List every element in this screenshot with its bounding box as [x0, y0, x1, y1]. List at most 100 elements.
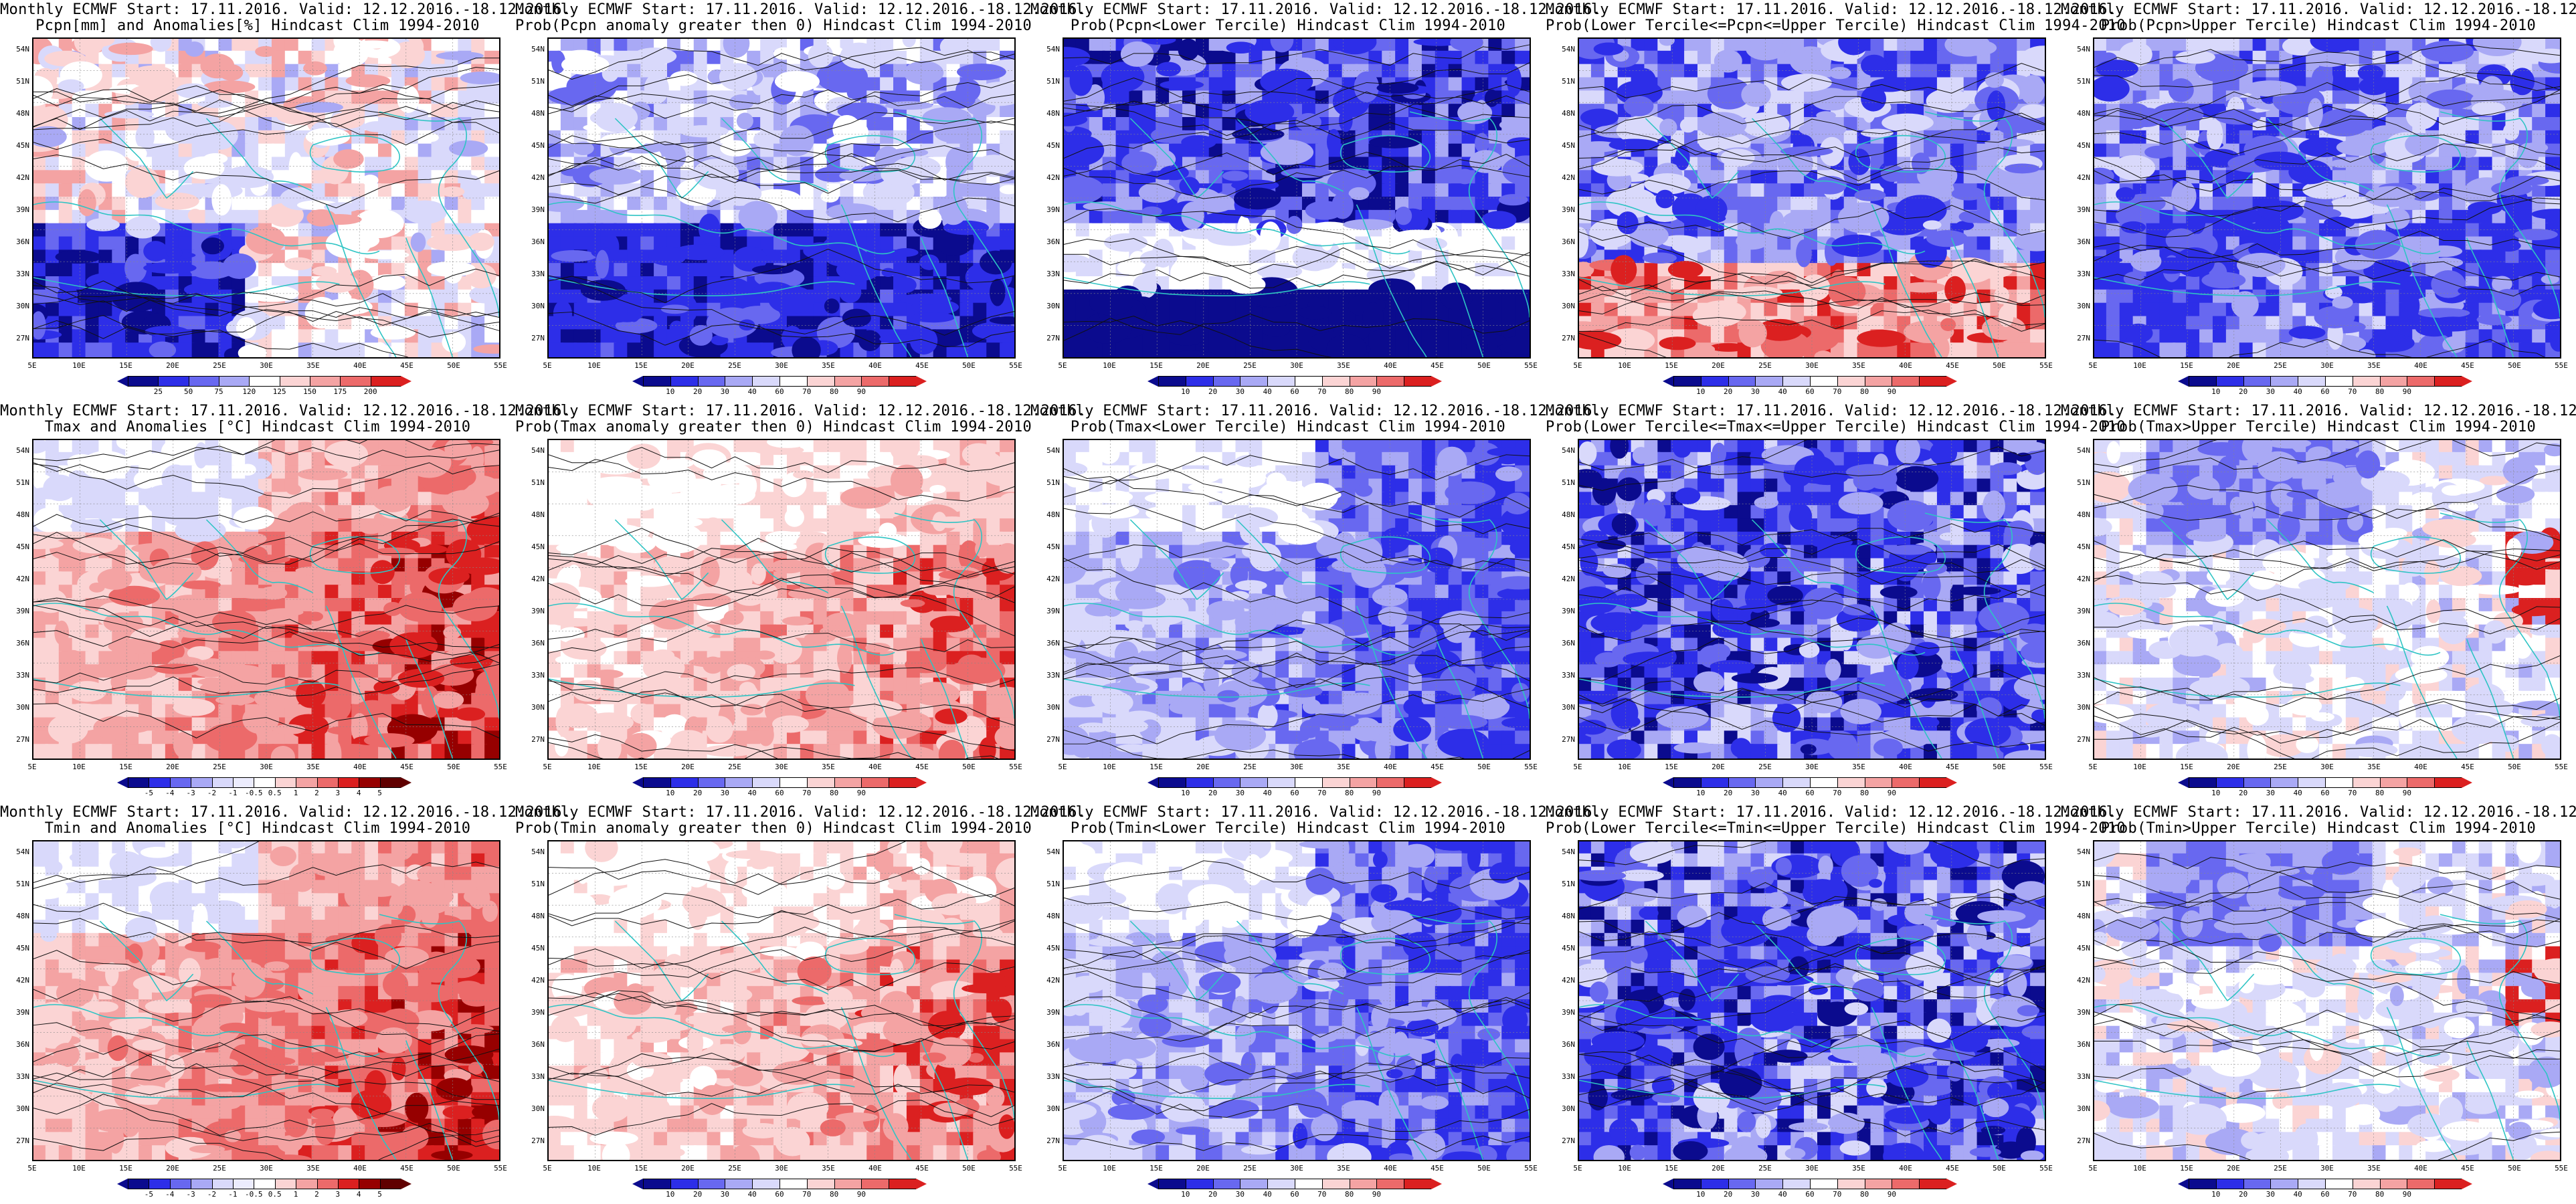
longitude-label: 10E — [1618, 763, 1631, 771]
colorbar-swatch — [1376, 1179, 1404, 1189]
colorbar-swatch — [697, 1179, 725, 1189]
map-field — [1064, 39, 1530, 357]
longitude-label: 35E — [2367, 1164, 2381, 1173]
colorbar-swatch — [1782, 1179, 1810, 1189]
map-field — [33, 39, 499, 357]
colorbar-tick-label: 90 — [1372, 387, 1382, 396]
latitude-label: 39N — [1562, 205, 1575, 214]
latitude-label: 45N — [1562, 141, 1575, 150]
longitude-label: 50E — [1477, 763, 1491, 771]
map-panel: Monthly ECMWF Start: 17.11.2016. Valid: … — [1030, 401, 1601, 803]
colorbar-max-arrow — [2461, 1179, 2472, 1189]
map-panel: Monthly ECMWF Start: 17.11.2016. Valid: … — [0, 803, 571, 1204]
colorbar-swatch — [1673, 777, 1701, 788]
longitude-label: 30E — [2320, 361, 2334, 370]
latitude-label: 39N — [1046, 1008, 1060, 1017]
colorbar-tick-label: 80 — [2375, 387, 2385, 396]
longitude-label: 10E — [587, 361, 601, 370]
latitude-label: 51N — [1562, 77, 1575, 86]
longitude-label: 25E — [1243, 1164, 1257, 1173]
longitude-label: 55E — [1524, 1164, 1538, 1173]
longitude-label: 10E — [2133, 361, 2146, 370]
longitude-label: 45E — [915, 361, 929, 370]
panel-title-line1: Monthly ECMWF Start: 17.11.2016. Valid: … — [1546, 804, 2117, 821]
colorbar-max-arrow — [1431, 376, 1442, 387]
latitude-label: 45N — [1046, 542, 1060, 551]
colorbar-swatch — [806, 1179, 834, 1189]
colorbar-min-arrow — [632, 1179, 643, 1189]
colorbar-swatch — [1864, 1179, 1892, 1189]
colorbar-swatch — [752, 1179, 779, 1189]
colorbar-tick-label: 20 — [1723, 1190, 1733, 1199]
longitude-label: 25E — [728, 1164, 741, 1173]
map-field — [1064, 440, 1530, 759]
colorbar-swatch — [2434, 376, 2462, 387]
colorbar-tick-label: 90 — [2402, 1190, 2412, 1199]
latitude-label: 27N — [16, 334, 29, 342]
colorbar-tick-label: 60 — [775, 1190, 784, 1199]
colorbar-swatch — [379, 1179, 401, 1189]
map-panel: Monthly ECMWF Start: 17.11.2016. Valid: … — [0, 401, 571, 803]
colorbar-tick-label: 60 — [1805, 387, 1815, 396]
map-field — [1064, 841, 1530, 1160]
colorbar-tick-label: -2 — [207, 1190, 217, 1199]
colorbar-swatch — [2298, 376, 2325, 387]
latitude-label: 54N — [1562, 45, 1575, 54]
panel-title-line2: Prob(Pcpn anomaly greater then 0) Hindca… — [515, 17, 1032, 34]
longitude-label: 35E — [1852, 1164, 1865, 1173]
latitude-label: 36N — [2077, 237, 2090, 246]
latitude-label: 39N — [531, 607, 545, 615]
map-field — [1579, 440, 2045, 759]
colorbar-swatch — [2352, 376, 2380, 387]
longitude-label: 35E — [2367, 763, 2381, 771]
colorbar-tick-label: 20 — [1208, 387, 1218, 396]
colorbar-tick-label: 70 — [2348, 789, 2357, 797]
latitude-label: 39N — [531, 205, 545, 214]
colorbar-swatch — [2407, 777, 2435, 788]
longitude-label: 30E — [260, 361, 273, 370]
colorbar-tick-label: 0.5 — [268, 1190, 282, 1199]
colorbar-tick-label: 10 — [666, 387, 675, 396]
colorbar-tick-label: 120 — [242, 387, 256, 396]
latitude-label: 45N — [1046, 141, 1060, 150]
longitude-label: 50E — [1477, 361, 1491, 370]
colorbar-swatch — [1700, 777, 1728, 788]
colorbar-tick-label: 60 — [775, 789, 784, 797]
colorbar-tick-label: 90 — [856, 387, 866, 396]
longitude-label: 35E — [1337, 1164, 1350, 1173]
latitude-label: 33N — [2077, 671, 2090, 680]
latitude-label: 27N — [1046, 1136, 1060, 1145]
colorbar-swatch — [1376, 376, 1404, 387]
longitude-label: 10E — [1618, 361, 1631, 370]
colorbar-swatch — [274, 1179, 296, 1189]
longitude-label: 40E — [1899, 763, 1912, 771]
colorbar — [117, 777, 412, 788]
latitude-label: 33N — [16, 1072, 29, 1081]
colorbar-swatch — [2379, 376, 2407, 387]
latitude-label: 30N — [1562, 1104, 1575, 1113]
latitude-label: 42N — [1562, 976, 1575, 985]
colorbar-tick-label: 20 — [2238, 387, 2248, 396]
longitude-label: 15E — [634, 763, 648, 771]
colorbar-swatch — [191, 777, 212, 788]
latitude-label: 30N — [1046, 302, 1060, 310]
latitude-label: 54N — [531, 847, 545, 856]
latitude-label: 54N — [1562, 446, 1575, 455]
map-panel: Monthly ECMWF Start: 17.11.2016. Valid: … — [515, 401, 1086, 803]
colorbar-swatch — [1404, 376, 1431, 387]
latitude-label: 51N — [16, 478, 29, 487]
colorbar-swatch — [149, 777, 170, 788]
colorbar-swatch — [2243, 777, 2271, 788]
longitude-label: 40E — [353, 763, 367, 771]
longitude-label: 10E — [1103, 1164, 1116, 1173]
panel-title-line2: Prob(Tmax anomaly greater then 0) Hindca… — [515, 419, 1032, 435]
colorbar-swatch — [1267, 1179, 1295, 1189]
map-panel: Monthly ECMWF Start: 17.11.2016. Valid: … — [1030, 803, 1601, 1204]
latitude-label: 51N — [1046, 880, 1060, 888]
latitude-label: 39N — [1562, 607, 1575, 615]
latitude-label: 33N — [2077, 1072, 2090, 1081]
map-field — [1579, 39, 2045, 357]
panel-title-line2: Prob(Tmin<Lower Tercile) Hindcast Clim 1… — [1070, 820, 1506, 837]
colorbar-swatch — [861, 376, 889, 387]
colorbar-tick-label: 30 — [720, 789, 730, 797]
